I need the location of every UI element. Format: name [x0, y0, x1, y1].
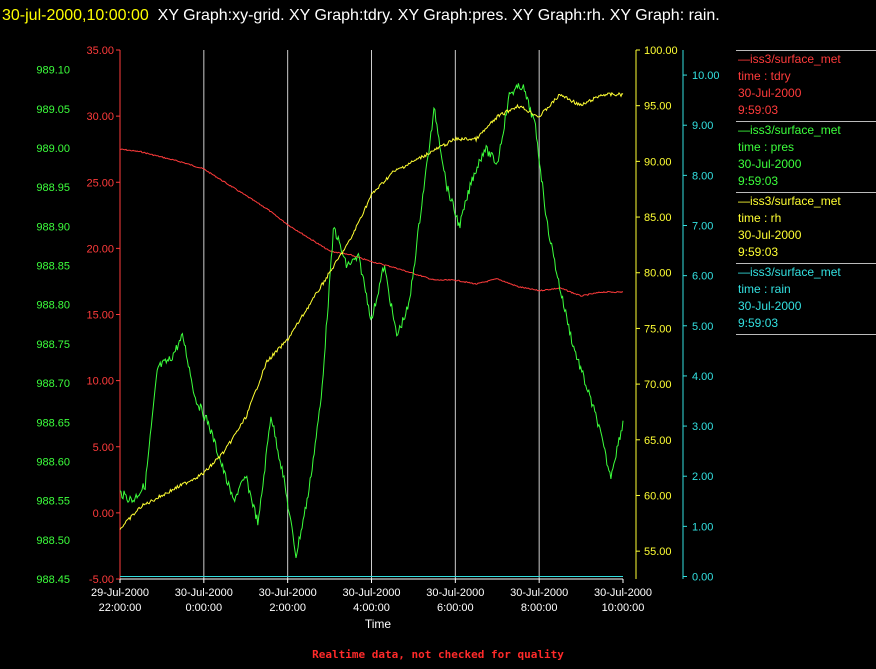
- tdry-tick-label: 15.00: [86, 310, 114, 322]
- tdry-tick-label: 0.00: [93, 508, 114, 520]
- legend-var: time : rain: [738, 282, 791, 296]
- x-tick-label-time: 0:00:00: [185, 602, 222, 614]
- rh-tick-label: 95.00: [644, 101, 672, 113]
- rain-tick-label: 0.00: [692, 571, 713, 583]
- rain-tick-label: 1.00: [692, 521, 713, 533]
- rh-tick-label: 90.00: [644, 156, 672, 168]
- legend: —iss3/surface_met time : tdry 30-Jul-2000 9…: [736, 50, 876, 337]
- tdry-tick-label: -5.00: [89, 574, 114, 586]
- legend-date: 30-Jul-2000: [738, 157, 802, 171]
- rain-tick-label: 8.00: [692, 170, 713, 182]
- title-timestamp: 30-jul-2000,10:00:00: [2, 7, 149, 24]
- chart-title: 30-jul-2000,10:00:00 XY Graph:xy-grid. X…: [2, 2, 862, 30]
- pres-tick-label: 988.60: [36, 456, 70, 468]
- legend-source: —iss3/surface_met: [738, 265, 841, 279]
- rain-tick-label: 2.00: [692, 471, 713, 483]
- pres-tick-label: 988.55: [36, 496, 70, 508]
- legend-divider: [736, 334, 876, 337]
- pres-tick-label: 988.85: [36, 261, 70, 273]
- rain-tick-label: 3.00: [692, 421, 713, 433]
- legend-source: —iss3/surface_met: [738, 194, 841, 208]
- rain-tick-label: 9.00: [692, 120, 713, 132]
- rain-tick-label: 10.00: [692, 70, 720, 82]
- pres-tick-label: 989.00: [36, 143, 70, 155]
- tdry-tick-label: 5.00: [93, 442, 114, 454]
- rh-tick-label: 75.00: [644, 323, 672, 335]
- x-tick-label-time: 4:00:00: [353, 602, 390, 614]
- pres-tick-label: 988.95: [36, 182, 70, 194]
- tdry-tick-label: 30.00: [86, 111, 114, 123]
- pres-tick-label: 988.50: [36, 535, 70, 547]
- x-tick-label-time: 6:00:00: [437, 602, 474, 614]
- pres-tick-label: 988.80: [36, 300, 70, 312]
- x-tick-label-time: 8:00:00: [521, 602, 558, 614]
- pres-tick-label: 989.10: [36, 65, 70, 77]
- rh-tick-label: 65.00: [644, 435, 672, 447]
- tdry-tick-label: 20.00: [86, 243, 114, 255]
- x-tick-label-time: 22:00:00: [99, 602, 142, 614]
- rh-tick-label: 80.00: [644, 268, 672, 280]
- tdry-tick-label: 25.00: [86, 177, 114, 189]
- x-tick-label-date: 30-Jul-2000: [594, 587, 652, 599]
- quality-note: Realtime data, not checked for quality: [312, 648, 564, 661]
- x-tick-label-date: 30-Jul-2000: [426, 587, 484, 599]
- rain-tick-label: 4.00: [692, 371, 713, 383]
- chart-canvas: -5.00 0.00 5.00 10.00 15.00 20.00 25.00 30.00 35…: [36, 45, 720, 614]
- rh-tick-label: 60.00: [644, 490, 672, 502]
- pres-series-line: [119, 83, 624, 559]
- rh-tick-label: 70.00: [644, 379, 672, 391]
- tdry-tick-label: 35.00: [86, 45, 114, 57]
- rain-tick-label: 7.00: [692, 220, 713, 232]
- pres-tick-label: 988.75: [36, 339, 70, 351]
- legend-time: 9:59:03: [738, 174, 779, 188]
- x-tick-label-date: 29-Jul-2000: [91, 587, 149, 599]
- x-axis-label: Time: [364, 617, 392, 631]
- tdry-series-line: [119, 148, 624, 297]
- pres-tick-label: 988.45: [36, 574, 70, 586]
- x-tick-label-date: 30-Jul-2000: [259, 587, 317, 599]
- x-tick-label-time: 10:00:00: [602, 602, 645, 614]
- legend-time: 9:59:03: [738, 245, 779, 259]
- rain-tick-label: 5.00: [692, 321, 713, 333]
- rh-tick-label: 85.00: [644, 212, 672, 224]
- x-tick-label-time: 2:00:00: [269, 602, 306, 614]
- rain-tick-label: 6.00: [692, 271, 713, 283]
- legend-var: time : rh: [738, 211, 782, 225]
- pres-tick-label: 988.70: [36, 378, 70, 390]
- tdry-tick-label: 10.00: [86, 376, 114, 388]
- x-tick-label-date: 30-Jul-2000: [175, 587, 233, 599]
- legend-var: time : pres: [738, 140, 795, 154]
- x-tick-label-date: 30-Jul-2000: [342, 587, 400, 599]
- legend-source: —iss3/surface_met: [738, 52, 841, 66]
- title-graph-list: XY Graph:xy-grid. XY Graph:tdry. XY Grap…: [157, 7, 720, 24]
- legend-time: 9:59:03: [738, 103, 779, 117]
- pres-tick-label: 988.65: [36, 417, 70, 429]
- rh-tick-label: 100.00: [644, 45, 678, 57]
- pres-tick-label: 989.05: [36, 104, 70, 116]
- rh-tick-label: 55.00: [644, 546, 672, 558]
- legend-date: 30-Jul-2000: [738, 299, 802, 313]
- legend-time: 9:59:03: [738, 316, 779, 330]
- legend-var: time : tdry: [738, 69, 791, 83]
- legend-date: 30-Jul-2000: [738, 86, 802, 100]
- legend-source: —iss3/surface_met: [738, 123, 841, 137]
- x-tick-label-date: 30-Jul-2000: [510, 587, 568, 599]
- legend-date: 30-Jul-2000: [738, 228, 802, 242]
- rh-series-line: [119, 91, 624, 530]
- pres-tick-label: 988.90: [36, 221, 70, 233]
